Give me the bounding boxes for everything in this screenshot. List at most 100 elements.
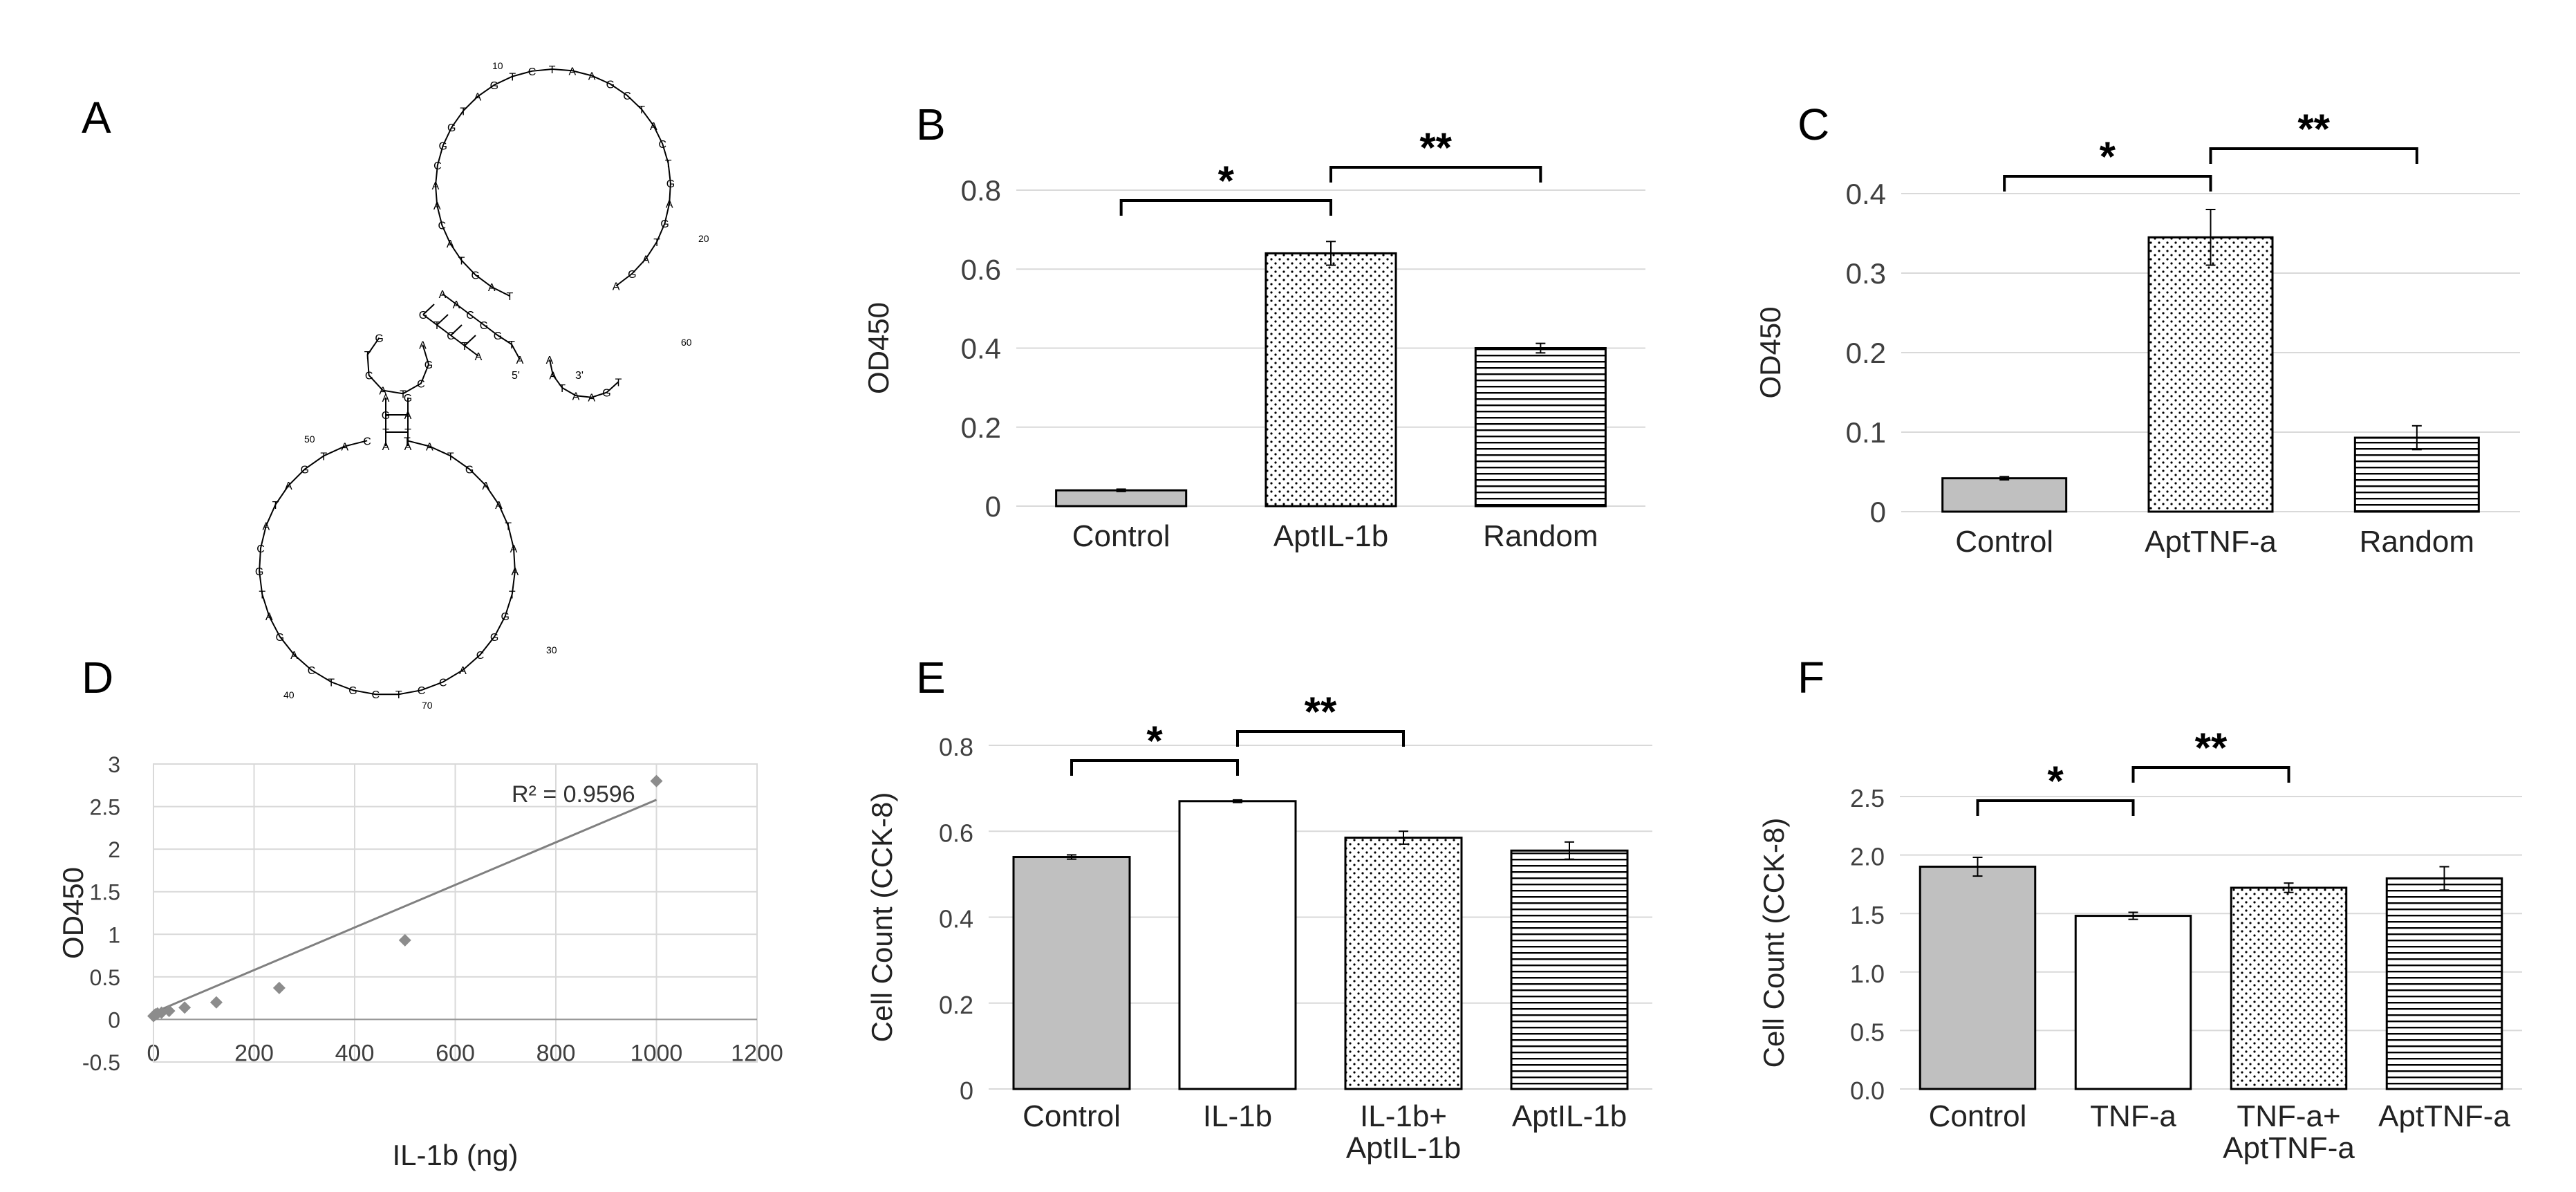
significance-label: * xyxy=(2100,133,2116,180)
panel-label-d: D xyxy=(82,653,113,702)
y-axis-title: OD450 xyxy=(1754,306,1786,398)
nucleotide: T xyxy=(665,158,672,170)
significance-label: * xyxy=(1146,718,1163,764)
nucleotide: A xyxy=(433,201,441,212)
nucleotide: A xyxy=(568,66,576,77)
significance-bracket xyxy=(1329,166,1542,183)
category-label: AptIL-1b xyxy=(1512,1099,1627,1133)
panel-label-e: E xyxy=(916,653,946,702)
y-tick-label: 2.5 xyxy=(1850,784,1885,812)
y-axis-title: OD450 xyxy=(57,867,89,959)
data-point xyxy=(162,1005,176,1018)
data-point xyxy=(178,1001,192,1014)
nucleotide: T xyxy=(404,427,411,439)
nucleotide: T xyxy=(364,350,371,362)
y-tick-label: 0 xyxy=(108,1007,120,1032)
nucleotide: A xyxy=(613,281,620,293)
data-point xyxy=(650,774,663,788)
position-label: 60 xyxy=(681,337,692,348)
y-tick-label: 0.2 xyxy=(1846,337,1886,369)
bar xyxy=(1012,856,1131,1090)
end-label: 3' xyxy=(575,370,584,382)
nucleotide: A xyxy=(382,441,390,453)
y-tick-label: 1.5 xyxy=(90,880,120,905)
category-label: AptTNF-a xyxy=(2145,525,2277,559)
y-tick-label: 0.2 xyxy=(939,991,973,1019)
nucleotide: A xyxy=(265,611,273,623)
nucleotide: A xyxy=(549,370,557,382)
nucleotide: C xyxy=(447,330,455,342)
y-tick-label: 2.5 xyxy=(90,795,120,820)
nucleotide: A xyxy=(404,441,412,453)
bar xyxy=(1919,866,2037,1090)
bar xyxy=(2147,236,2274,513)
bar-chart-f: 0.0 0.5 1.0 1.5 2.0 2.5 Cell Count (CCK-8) Cont… xyxy=(1757,725,2522,1165)
y-tick-label: 3 xyxy=(108,752,120,777)
nucleotide: C xyxy=(466,310,474,322)
bar xyxy=(1941,477,2068,513)
nucleotide: A xyxy=(285,481,292,492)
data-point xyxy=(209,996,223,1009)
nucleotide: A xyxy=(516,355,524,366)
significance-label: ** xyxy=(2297,106,2330,152)
nucleotide: T xyxy=(559,383,566,395)
category-label: AptIL-1b xyxy=(1346,1131,1461,1165)
backbone xyxy=(442,293,521,360)
bar xyxy=(1510,849,1629,1090)
nucleotide: G xyxy=(424,360,433,371)
significance-bracket xyxy=(1119,199,1332,216)
y-tick-label: 0 xyxy=(985,490,1001,523)
nucleotide: G xyxy=(301,464,309,476)
nucleotide: T xyxy=(447,451,454,463)
nucleotide: T xyxy=(395,689,402,701)
nucleotide: A xyxy=(588,71,596,83)
y-tick-label: 0.8 xyxy=(961,174,1001,207)
nucleotide: A xyxy=(439,289,447,301)
significance-label: ** xyxy=(2195,725,2228,771)
bar xyxy=(1264,252,1397,507)
nucleotide: G xyxy=(255,566,263,578)
nucleotide: T xyxy=(458,255,465,267)
nucleotide: A xyxy=(546,355,554,366)
nucleotide: G xyxy=(375,333,383,345)
nucleotide: A xyxy=(453,299,460,311)
nucleotide: G xyxy=(666,178,675,190)
y-tick-label: 0.1 xyxy=(1846,416,1886,449)
nucleotide: A xyxy=(495,500,503,512)
significance-label: ** xyxy=(1305,689,1337,735)
significance-label: * xyxy=(1218,158,1235,204)
y-tick-label: 2 xyxy=(108,837,120,862)
nucleotide: T xyxy=(461,341,468,353)
y-axis-title: Cell Count (CCK-8) xyxy=(866,792,898,1043)
nucleotide: A xyxy=(341,441,348,453)
y-tick-label: 0.4 xyxy=(939,905,973,933)
nucleotide: C xyxy=(256,543,265,555)
nucleotide: C xyxy=(439,677,447,689)
significance-bracket xyxy=(1236,730,1405,747)
nucleotide: T xyxy=(549,64,556,76)
nucleotide: G xyxy=(404,393,412,404)
nucleotide: T xyxy=(638,104,645,116)
nucleotide: C xyxy=(659,139,667,151)
nucleotide: G xyxy=(606,80,615,91)
nucleotide: G xyxy=(490,632,498,644)
y-tick-label: -0.5 xyxy=(82,1050,120,1075)
nucleotide: A xyxy=(642,254,650,266)
position-label: 10 xyxy=(492,60,503,71)
nucleotide: A xyxy=(419,340,427,352)
y-tick-label: 0 xyxy=(960,1077,973,1105)
nucleotide: G xyxy=(490,80,498,92)
nucleotide: A xyxy=(588,393,595,404)
category-label: Random xyxy=(2360,525,2474,559)
y-tick-label: 1 xyxy=(108,922,120,947)
position-label: 20 xyxy=(698,233,709,244)
nucleotide: T xyxy=(272,500,279,512)
nucleotide: T xyxy=(505,521,512,532)
nucleotide: G xyxy=(628,269,636,281)
bar-chart-e: 0 0.2 0.4 0.6 0.8 Cell Count (CCK-8) Control IL… xyxy=(866,689,1652,1165)
nucleotide: G xyxy=(447,122,456,134)
bar xyxy=(2230,886,2348,1090)
nucleotide: T xyxy=(328,677,335,689)
y-tick-label: 0.3 xyxy=(1846,257,1886,290)
